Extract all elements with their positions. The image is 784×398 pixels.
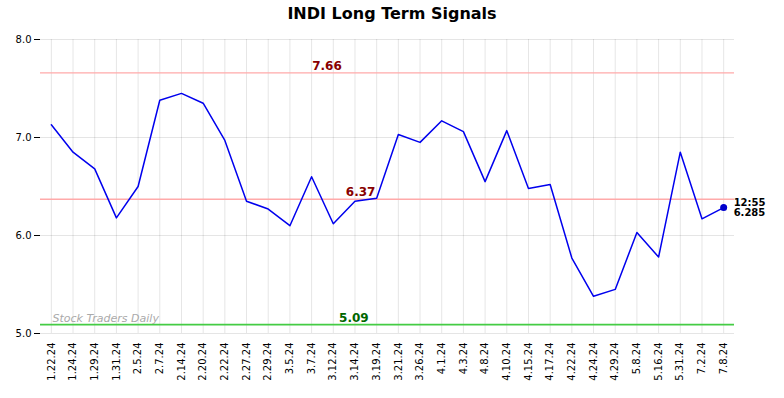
svg-text:3.21.24: 3.21.24	[393, 343, 404, 381]
svg-text:5.16.24: 5.16.24	[653, 343, 664, 381]
svg-text:7.0: 7.0	[16, 132, 32, 143]
svg-text:2.14.24: 2.14.24	[176, 343, 187, 381]
svg-text:7.8.24: 7.8.24	[718, 343, 729, 375]
svg-text:12:556.285: 12:556.285	[734, 197, 766, 218]
svg-text:3.12.24: 3.12.24	[327, 343, 338, 381]
svg-text:7.2.24: 7.2.24	[696, 343, 707, 375]
svg-text:4.8.24: 4.8.24	[479, 343, 490, 375]
svg-text:7.66: 7.66	[312, 59, 342, 73]
svg-text:3.14.24: 3.14.24	[349, 343, 360, 381]
svg-text:5.09: 5.09	[339, 311, 369, 325]
svg-text:6.0: 6.0	[16, 230, 32, 241]
svg-text:4.17.24: 4.17.24	[544, 343, 555, 381]
svg-text:2.5.24: 2.5.24	[132, 343, 143, 375]
svg-text:1.24.24: 1.24.24	[67, 343, 78, 381]
svg-text:4.22.24: 4.22.24	[566, 343, 577, 381]
svg-text:4.3.24: 4.3.24	[458, 343, 469, 375]
svg-text:1.29.24: 1.29.24	[89, 343, 100, 381]
svg-text:4.29.24: 4.29.24	[609, 343, 620, 381]
svg-text:5.8.24: 5.8.24	[631, 343, 642, 375]
svg-text:Stock Traders Daily: Stock Traders Daily	[53, 312, 160, 325]
svg-text:3.5.24: 3.5.24	[284, 343, 295, 375]
svg-text:2.27.24: 2.27.24	[241, 343, 252, 381]
svg-text:3.26.24: 3.26.24	[414, 343, 425, 381]
svg-text:4.15.24: 4.15.24	[523, 343, 534, 381]
svg-text:8.0: 8.0	[16, 34, 32, 45]
svg-text:2.29.24: 2.29.24	[262, 343, 273, 381]
svg-text:4.24.24: 4.24.24	[588, 343, 599, 381]
svg-text:6.37: 6.37	[346, 185, 376, 199]
svg-text:2.20.24: 2.20.24	[197, 343, 208, 381]
svg-text:4.10.24: 4.10.24	[501, 343, 512, 381]
svg-text:5.31.24: 5.31.24	[674, 343, 685, 381]
svg-text:3.19.24: 3.19.24	[371, 343, 382, 381]
svg-text:1.22.24: 1.22.24	[46, 343, 57, 381]
svg-text:2.22.24: 2.22.24	[219, 343, 230, 381]
svg-text:1.31.24: 1.31.24	[111, 343, 122, 381]
svg-text:2.7.24: 2.7.24	[154, 343, 165, 375]
svg-text:5.0: 5.0	[16, 328, 32, 339]
svg-text:4.1.24: 4.1.24	[436, 343, 447, 375]
html-text:INDI Long Term Signals: INDI Long Term Signals	[287, 4, 497, 23]
svg-text:3.7.24: 3.7.24	[306, 343, 317, 375]
